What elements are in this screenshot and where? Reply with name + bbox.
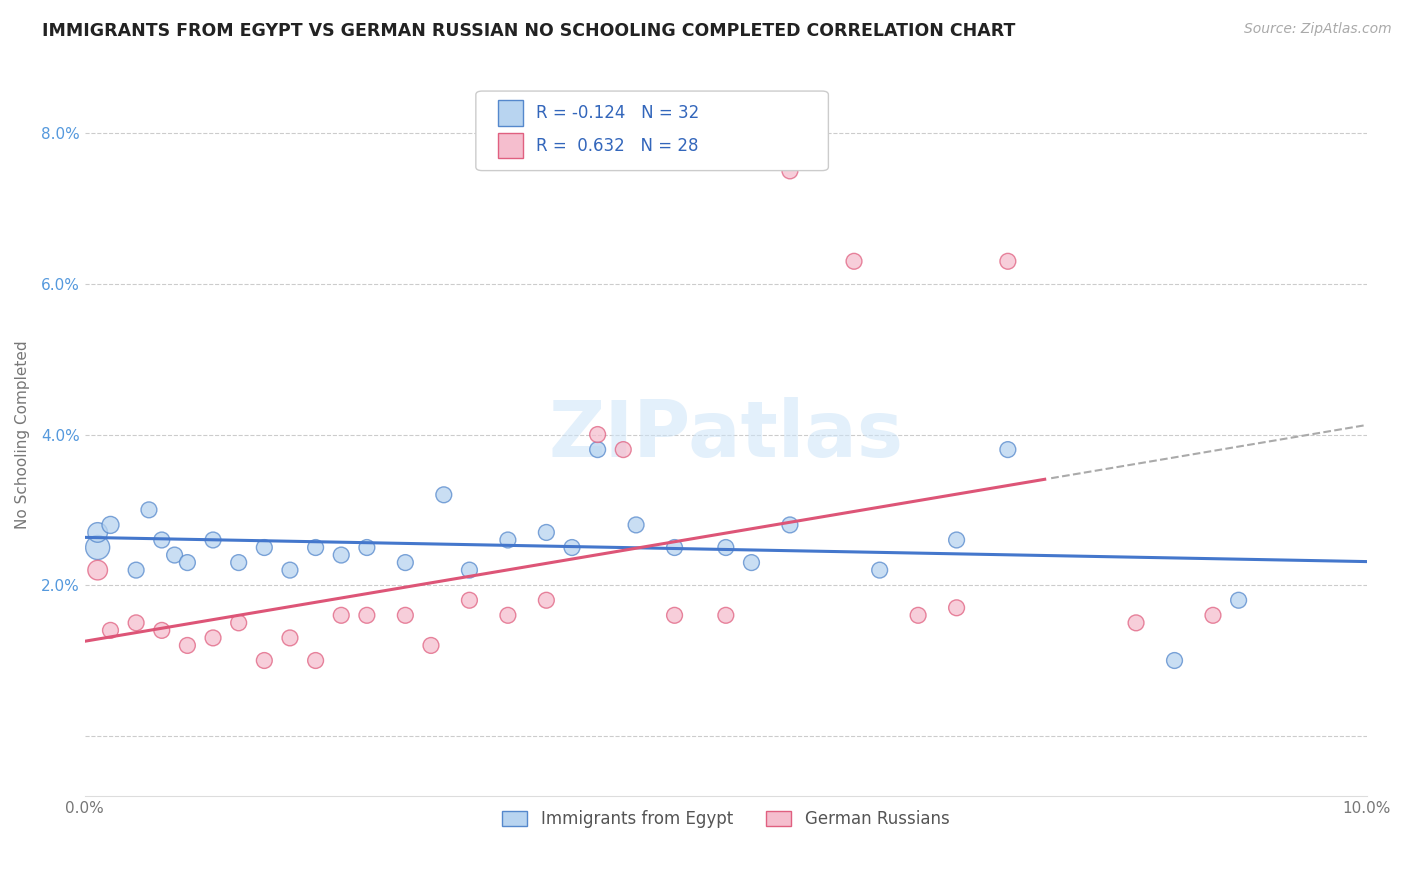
Point: [253, 541, 276, 555]
Point: [330, 608, 353, 623]
Point: [624, 517, 647, 532]
Point: [100, 517, 122, 532]
Point: [86, 541, 108, 555]
Point: [1227, 593, 1250, 607]
Point: [561, 541, 583, 555]
Point: [779, 517, 801, 532]
Point: [869, 563, 891, 577]
Point: [1202, 608, 1225, 623]
Point: [125, 615, 148, 630]
Point: [714, 541, 737, 555]
Point: [536, 525, 558, 540]
FancyBboxPatch shape: [475, 91, 828, 170]
Point: [304, 653, 326, 667]
Legend: Immigrants from Egypt, German Russians: Immigrants from Egypt, German Russians: [496, 804, 956, 835]
Text: Source: ZipAtlas.com: Source: ZipAtlas.com: [1244, 22, 1392, 37]
Point: [945, 600, 967, 615]
Point: [842, 254, 865, 268]
Point: [458, 563, 481, 577]
Point: [394, 556, 416, 570]
Point: [150, 624, 173, 638]
Point: [420, 639, 443, 653]
Point: [176, 556, 198, 570]
Point: [356, 541, 378, 555]
Point: [997, 442, 1019, 457]
Point: [163, 548, 186, 562]
Y-axis label: No Schooling Completed: No Schooling Completed: [15, 340, 30, 529]
Point: [945, 533, 967, 547]
Point: [100, 624, 122, 638]
Point: [394, 608, 416, 623]
Point: [356, 608, 378, 623]
Text: IMMIGRANTS FROM EGYPT VS GERMAN RUSSIAN NO SCHOOLING COMPLETED CORRELATION CHART: IMMIGRANTS FROM EGYPT VS GERMAN RUSSIAN …: [42, 22, 1015, 40]
Point: [664, 608, 686, 623]
Point: [150, 533, 173, 547]
Point: [586, 427, 609, 442]
Text: ZIPatlas: ZIPatlas: [548, 397, 903, 473]
Point: [138, 503, 160, 517]
Point: [228, 556, 250, 570]
Point: [997, 254, 1019, 268]
Point: [586, 442, 609, 457]
Point: [278, 631, 301, 645]
Point: [740, 556, 762, 570]
Point: [496, 608, 519, 623]
Point: [304, 541, 326, 555]
Point: [202, 533, 225, 547]
FancyBboxPatch shape: [498, 101, 523, 126]
Point: [125, 563, 148, 577]
Point: [433, 488, 456, 502]
Point: [779, 164, 801, 178]
Point: [228, 615, 250, 630]
Point: [536, 593, 558, 607]
Point: [612, 442, 634, 457]
Point: [714, 608, 737, 623]
Point: [458, 593, 481, 607]
Point: [202, 631, 225, 645]
Point: [86, 525, 108, 540]
Point: [664, 541, 686, 555]
Point: [86, 563, 108, 577]
Point: [1125, 615, 1147, 630]
Point: [496, 533, 519, 547]
Point: [907, 608, 929, 623]
Point: [278, 563, 301, 577]
Point: [330, 548, 353, 562]
FancyBboxPatch shape: [498, 133, 523, 158]
Text: R = -0.124   N = 32: R = -0.124 N = 32: [536, 104, 699, 122]
Text: R =  0.632   N = 28: R = 0.632 N = 28: [536, 137, 699, 155]
Point: [1163, 653, 1185, 667]
Point: [176, 639, 198, 653]
Point: [253, 653, 276, 667]
